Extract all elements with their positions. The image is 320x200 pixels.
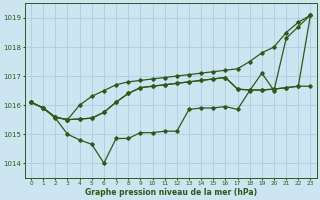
X-axis label: Graphe pression niveau de la mer (hPa): Graphe pression niveau de la mer (hPa) (85, 188, 257, 197)
